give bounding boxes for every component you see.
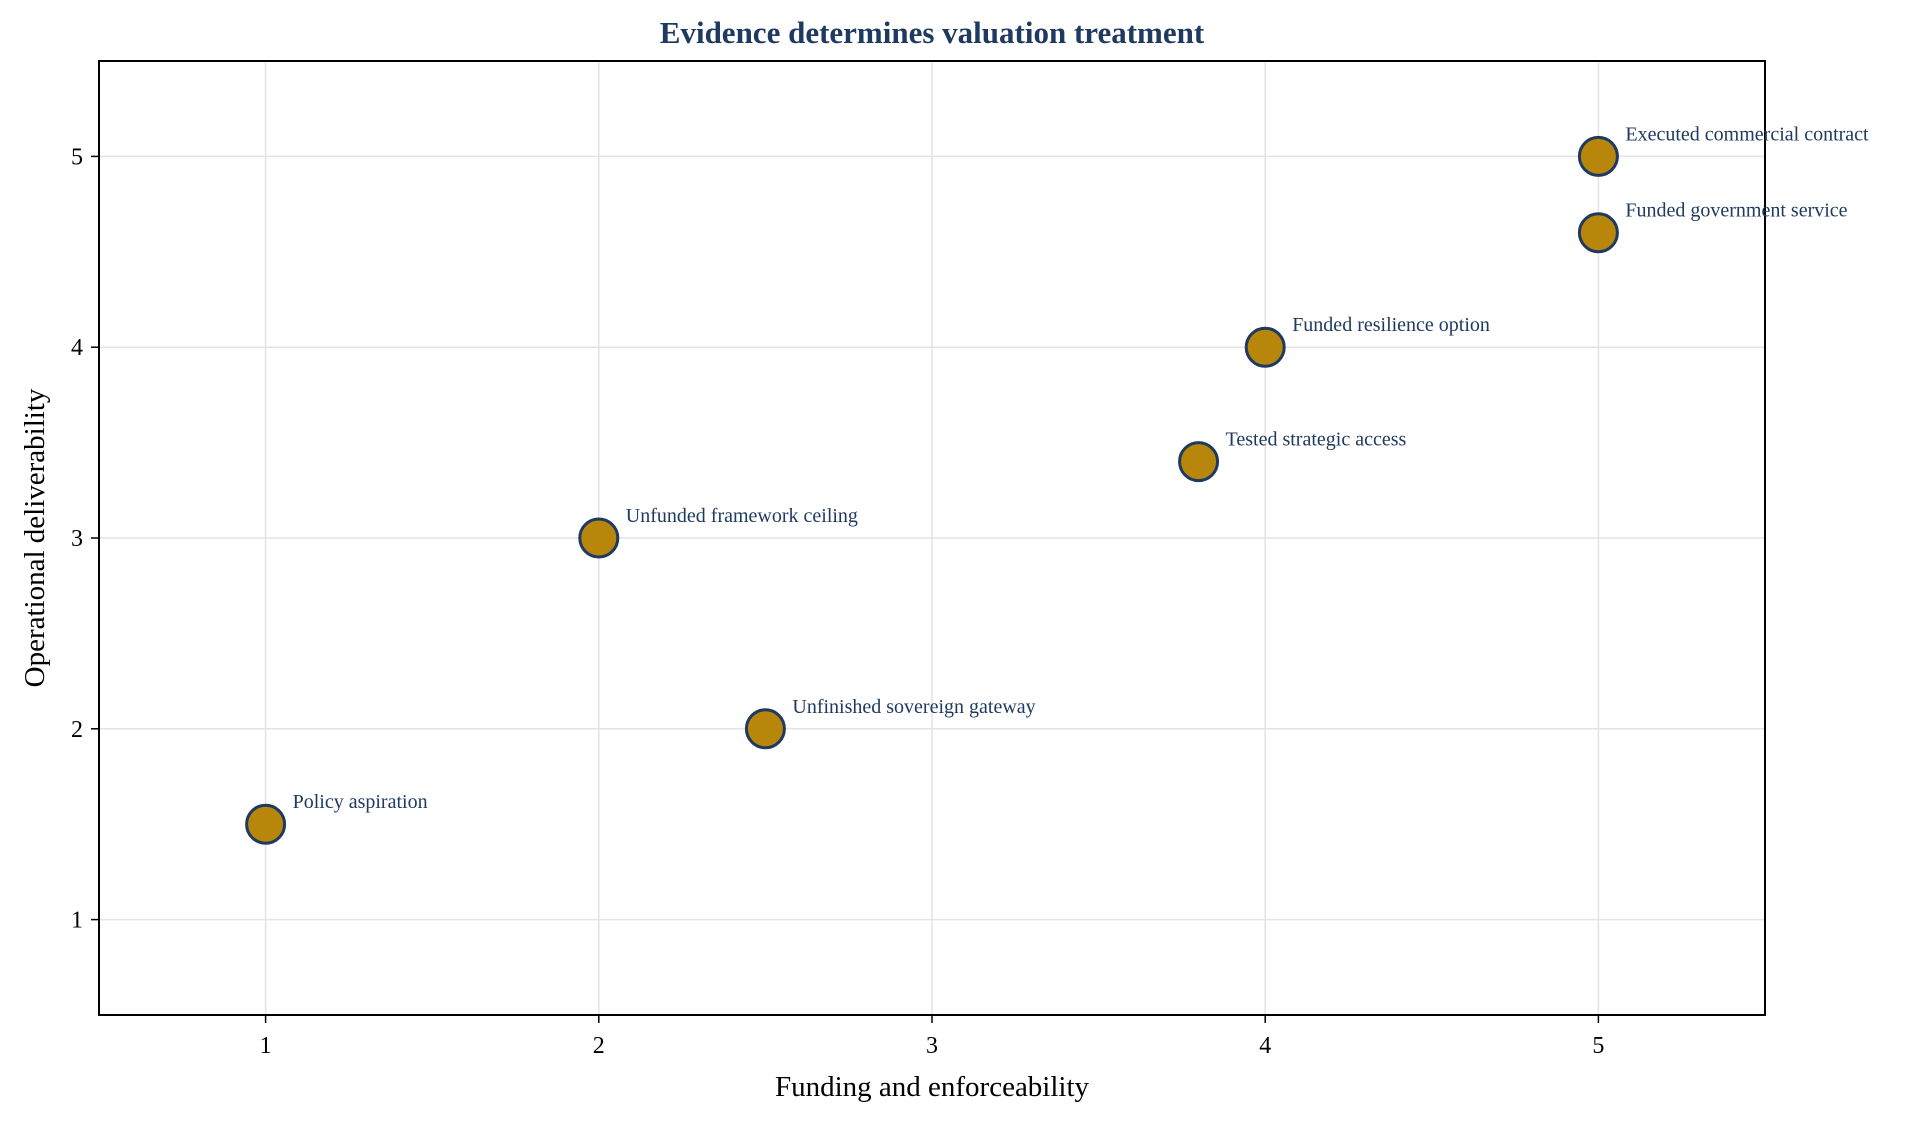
y-tick-label: 4 <box>71 335 83 361</box>
y-axis-label: Operational deliverability <box>19 388 51 687</box>
scatter-point <box>744 708 786 750</box>
point-label: Funded resilience option <box>1292 314 1490 336</box>
point-label: Unfinished sovereign gateway <box>792 696 1035 718</box>
point-label: Executed commercial contract <box>1625 123 1869 145</box>
x-tick-label: 5 <box>1592 1033 1604 1059</box>
scatter-point <box>1577 212 1619 254</box>
y-tick-label: 3 <box>71 526 83 552</box>
grid <box>99 61 1765 1015</box>
data-points: Policy aspiration Unfunded framework ceil… <box>245 123 1869 845</box>
plot-frame <box>98 60 1766 1016</box>
y-tick-label: 2 <box>71 717 83 743</box>
scatter-point <box>1178 441 1220 483</box>
scatter-point <box>245 803 287 845</box>
point-label: Funded government service <box>1625 200 1847 222</box>
x-axis-label: Funding and enforceability <box>775 1071 1090 1103</box>
y-tick-label: 5 <box>71 144 83 170</box>
x-tick-label: 4 <box>1259 1033 1271 1059</box>
chart-title: Evidence determines valuation treatment <box>660 15 1205 50</box>
x-tick-label: 2 <box>593 1033 605 1059</box>
scatter-point <box>1244 326 1286 368</box>
x-tick-label: 1 <box>260 1033 272 1059</box>
scatter-point <box>1577 135 1619 177</box>
point-label: Unfunded framework ceiling <box>626 505 858 527</box>
ticks: 1 2 3 4 5 1 2 3 4 5 <box>71 144 1604 1059</box>
point-label: Policy aspiration <box>293 791 428 813</box>
point-label: Tested strategic access <box>1226 429 1407 451</box>
scatter-point <box>578 517 620 559</box>
x-tick-label: 3 <box>926 1033 938 1059</box>
y-tick-label: 1 <box>71 908 83 934</box>
